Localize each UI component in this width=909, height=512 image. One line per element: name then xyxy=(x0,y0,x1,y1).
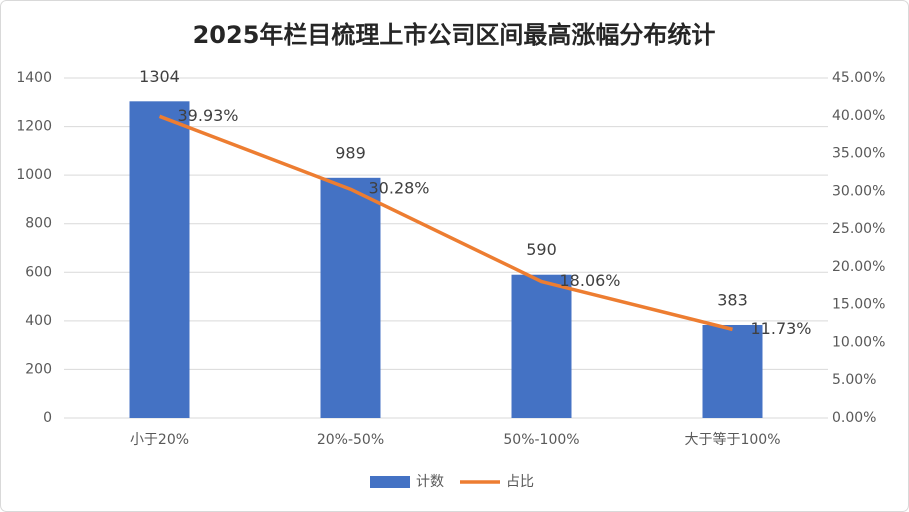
y-tick-label: 800 xyxy=(25,216,52,232)
bar xyxy=(702,324,763,418)
legend-swatch xyxy=(370,476,410,488)
bar-value-label: 1304 xyxy=(139,67,180,86)
bar xyxy=(511,274,572,418)
x-tick-label: 大于等于100% xyxy=(684,431,780,448)
y-tick-label: 1200 xyxy=(16,119,52,135)
y2-tick-label: 10.00% xyxy=(832,334,885,350)
y2-tick-label: 30.00% xyxy=(832,183,885,199)
y2-tick-label: 20.00% xyxy=(832,259,885,275)
y2-tick-label: 45.00% xyxy=(832,70,885,86)
legend-label: 占比 xyxy=(506,474,534,490)
line xyxy=(158,114,733,332)
bar xyxy=(320,177,381,418)
y-tick-label: 400 xyxy=(25,313,52,329)
legend-label: 计数 xyxy=(416,474,444,490)
y-tick-label: 1400 xyxy=(16,70,52,86)
y-tick-label: 600 xyxy=(25,264,52,280)
y-tick-label: 1000 xyxy=(16,167,52,183)
line-value-label: 18.06% xyxy=(560,271,621,290)
y-tick-label: 200 xyxy=(25,361,52,377)
x-tick-label: 20%-50% xyxy=(317,432,384,448)
y2-tick-label: 5.00% xyxy=(832,372,876,388)
y2-tick-label: 15.00% xyxy=(832,297,885,313)
line-value-label: 30.28% xyxy=(369,179,430,198)
x-tick-label: 小于20% xyxy=(130,432,189,448)
bar-value-label: 989 xyxy=(335,143,366,162)
bar-value-label: 590 xyxy=(526,240,557,259)
chart-title: 2025年栏目梳理上市公司区间最高涨幅分布统计 xyxy=(193,21,716,49)
y2-tick-label: 40.00% xyxy=(832,108,885,124)
line-value-label: 11.73% xyxy=(751,319,812,338)
y-tick-label: 0 xyxy=(43,410,52,426)
y2-tick-label: 0.00% xyxy=(832,410,876,426)
bar-value-label: 383 xyxy=(717,290,748,309)
x-tick-label: 50%-100% xyxy=(503,432,579,448)
bar xyxy=(129,101,190,419)
y2-tick-label: 35.00% xyxy=(832,146,885,162)
line-value-label: 39.93% xyxy=(178,106,239,125)
y2-tick-label: 25.00% xyxy=(832,221,885,237)
